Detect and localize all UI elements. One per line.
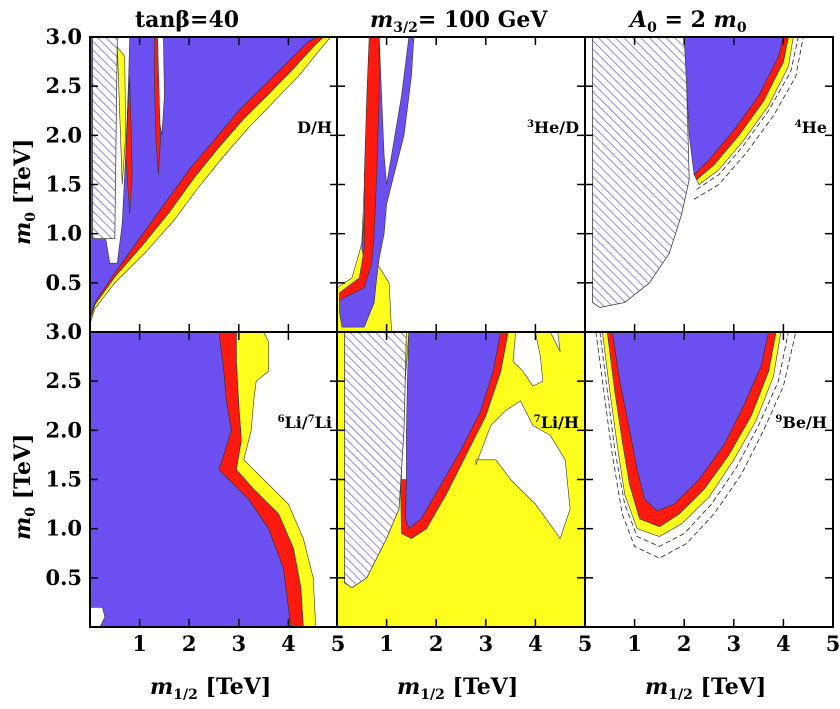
hatched-region — [592, 37, 690, 308]
y-tick-label: 0.5 — [45, 565, 82, 590]
x-tick-label: 3 — [231, 631, 246, 656]
contour-red — [606, 332, 777, 528]
panel-6 — [585, 332, 833, 627]
contour-red — [400, 332, 509, 539]
x-tick-label: 5 — [826, 631, 840, 656]
contour-red — [218, 332, 304, 627]
y-tick-label: 1.0 — [45, 221, 82, 246]
contour-red — [693, 37, 789, 181]
panel-1 — [90, 37, 338, 332]
hatched-region — [343, 332, 407, 589]
x-tick-label: 1 — [627, 631, 642, 656]
x-tick-label: 3 — [478, 631, 493, 656]
contour-red — [125, 76, 133, 215]
x-tick-label: 2 — [429, 631, 444, 656]
x-tick-label: 4 — [776, 631, 791, 656]
y-tick-label: 3.0 — [45, 24, 82, 49]
contour-hole — [378, 37, 410, 185]
y-tick-label: 1.5 — [45, 172, 82, 197]
title-a0: A0 = 2 m0 — [628, 7, 747, 36]
x-axis-label-2: m1/2 [TeV] — [397, 674, 518, 703]
x-axis-label-1: m1/2 [TeV] — [150, 674, 271, 703]
x-tick-label: 2 — [677, 631, 692, 656]
panel-label-text: Be/H — [782, 413, 827, 432]
panel-label-text: He — [802, 118, 827, 137]
hatched-region — [92, 37, 118, 240]
panel-3 — [585, 37, 833, 332]
x-tick-label: 3 — [726, 631, 741, 656]
contour-red — [339, 37, 380, 302]
contour-red — [90, 37, 324, 321]
panel-label-text: Li — [315, 413, 332, 432]
panel-label-sup: 9 — [775, 414, 782, 425]
panel-label-sup: 4 — [795, 119, 802, 130]
panel-label-text: Li/ — [285, 413, 308, 432]
panel-label-sup: 6 — [278, 414, 285, 425]
panel-5 — [337, 332, 585, 627]
y-tick-label: 2.0 — [45, 417, 82, 442]
y-tick-label: 0.5 — [45, 270, 82, 295]
y-tick-label: 2.5 — [45, 368, 82, 393]
contour-dashed — [595, 332, 797, 559]
y-axis-label-bottom: m0 [TeV] — [10, 434, 39, 540]
x-tick-label: 5 — [331, 631, 346, 656]
contour-hole — [549, 332, 561, 352]
x-tick-label: 1 — [379, 631, 394, 656]
x-tick-label: 4 — [528, 631, 543, 656]
panel-label-text: Li/H — [541, 413, 579, 432]
x-axis-label-3: m1/2 [TeV] — [645, 674, 766, 703]
y-axis-label-top: m0 [TeV] — [10, 139, 39, 245]
panel-label: 9Be/H — [775, 413, 827, 432]
panel-label: 6Li/7Li — [278, 413, 332, 432]
contour-dashed — [693, 37, 804, 200]
contour-hole — [512, 332, 544, 387]
panel-2 — [337, 37, 585, 332]
contour-dashed — [599, 332, 789, 547]
x-tick-label: 1 — [132, 631, 147, 656]
panel-label: D/H — [297, 118, 332, 137]
panel-4 — [90, 332, 338, 627]
contour-hole — [475, 400, 571, 540]
panel-label-sup: 7 — [534, 414, 541, 425]
y-tick-label: 3.0 — [45, 319, 82, 344]
y-tick-label: 1.5 — [45, 467, 82, 492]
x-tick-label: 5 — [578, 631, 593, 656]
y-tick-label: 2.5 — [45, 73, 82, 98]
x-tick-label: 2 — [182, 631, 197, 656]
panel-label-text: D/H — [297, 118, 332, 137]
panel-label: 4He — [795, 118, 827, 137]
panel-label: 3He/D — [527, 118, 579, 137]
y-tick-label: 1.0 — [45, 516, 82, 541]
title-tanbeta: tanβ=40 — [135, 7, 239, 33]
contour-red — [154, 37, 161, 175]
title-gravitino-mass: m3/2= 100 GeV — [370, 7, 548, 36]
panel-label-sup: 3 — [527, 119, 534, 130]
panel-label-sup: 7 — [308, 414, 315, 425]
x-tick-label: 4 — [281, 631, 296, 656]
contour-yellow — [116, 45, 127, 185]
panel-label: 7Li/H — [534, 413, 579, 432]
panel-label-text: He/D — [534, 118, 579, 137]
y-tick-label: 2.0 — [45, 122, 82, 147]
